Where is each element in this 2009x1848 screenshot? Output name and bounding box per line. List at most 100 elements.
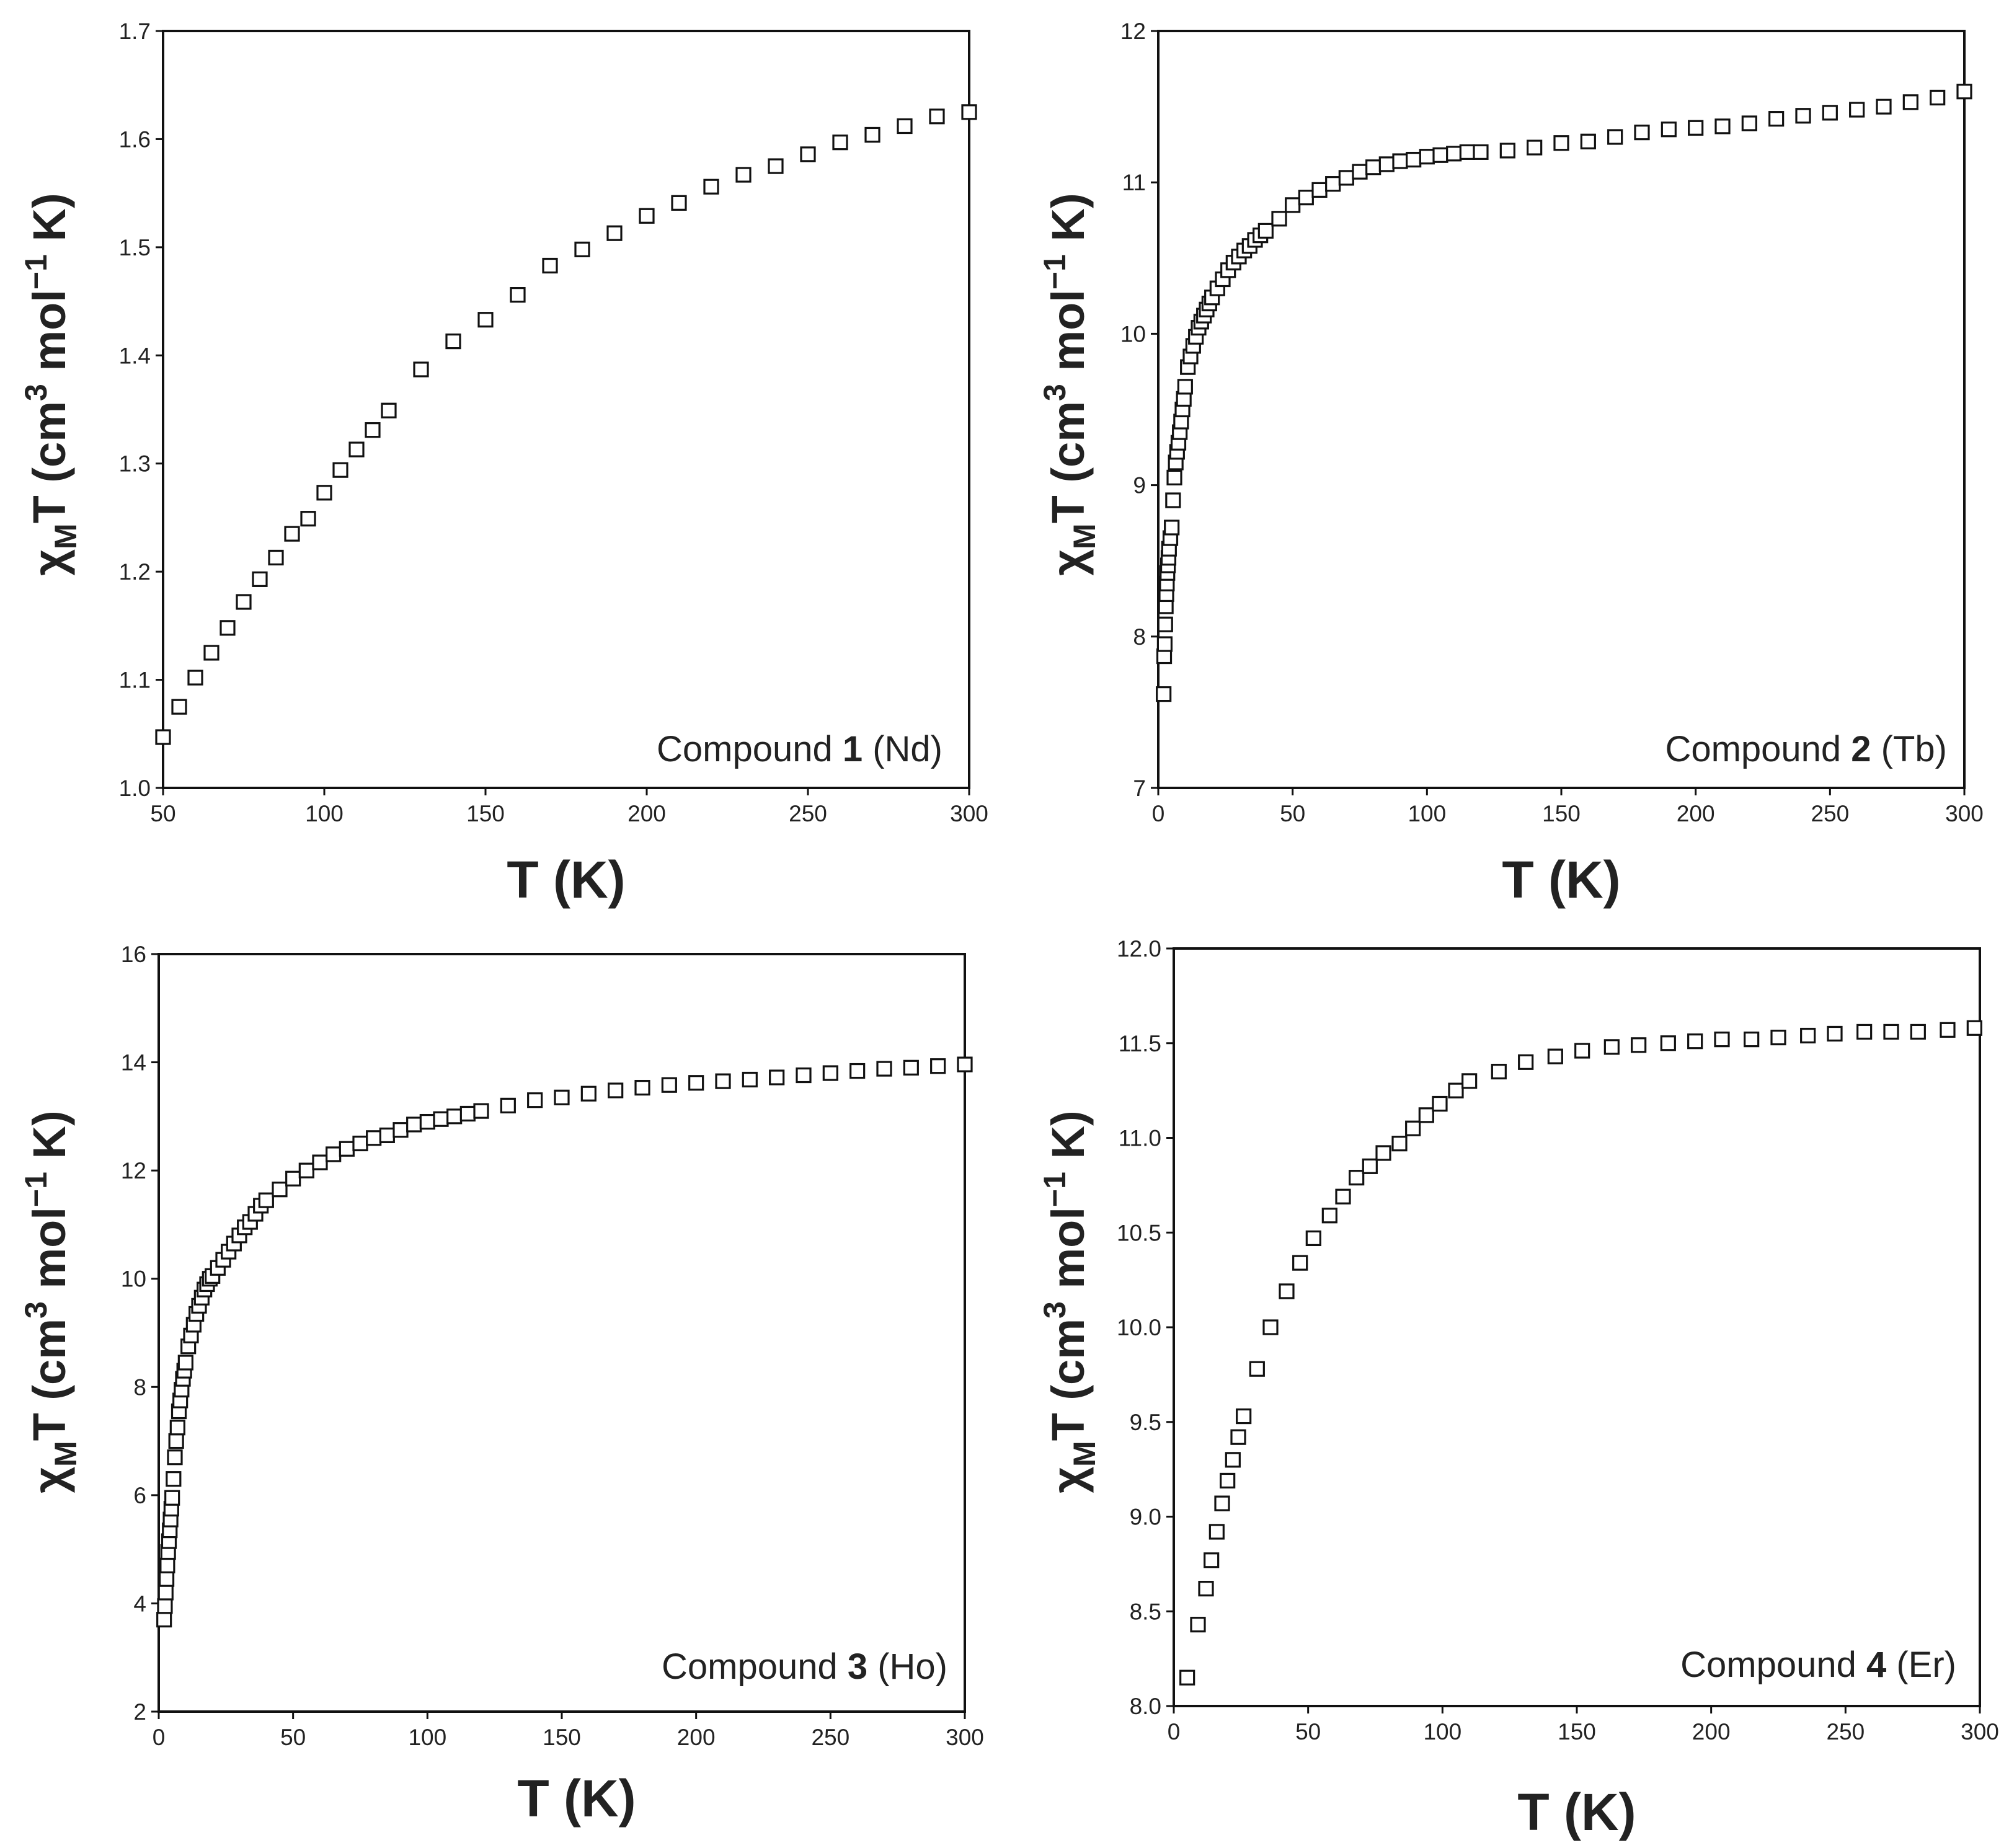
y-tick-label: 16 xyxy=(121,942,146,967)
data-point xyxy=(1271,211,1287,227)
data-point xyxy=(1349,1170,1365,1186)
data-point xyxy=(1325,176,1341,192)
data-point xyxy=(1448,1082,1464,1099)
data-point xyxy=(157,1598,173,1614)
data-point xyxy=(1714,118,1731,135)
x-tick-label: 150 xyxy=(543,1725,581,1750)
data-markers xyxy=(1179,1020,1982,1686)
x-axis-label: T (K) xyxy=(517,1769,636,1828)
data-point xyxy=(1335,1188,1351,1205)
data-point xyxy=(715,1073,731,1089)
data-point xyxy=(1378,156,1395,172)
data-point xyxy=(1518,1054,1534,1070)
data-point xyxy=(1279,1283,1295,1299)
data-point xyxy=(1365,159,1381,175)
y-tick-label: 12 xyxy=(1120,19,1146,44)
data-point xyxy=(284,526,300,542)
data-point xyxy=(703,179,719,195)
data-point xyxy=(1305,1230,1321,1247)
y-tick-label: 10.5 xyxy=(1117,1220,1161,1245)
data-point xyxy=(1688,120,1704,136)
y-tick-label: 6 xyxy=(133,1483,146,1508)
data-point xyxy=(1419,149,1435,165)
x-tick-label: 0 xyxy=(153,1725,166,1750)
x-tick-label: 0 xyxy=(1152,801,1165,826)
axis-ticks: 50 100 150 200 250 300 1.0 1.1 1.2 1.3 1.4 1.5 1.6 1.… xyxy=(119,19,988,826)
x-tick-label: 200 xyxy=(1692,1719,1731,1744)
data-point xyxy=(1225,1452,1241,1468)
y-tick-label: 4 xyxy=(133,1591,146,1616)
data-point xyxy=(300,511,316,527)
x-tick-label: 300 xyxy=(950,801,988,826)
data-point xyxy=(580,1085,596,1102)
data-point xyxy=(1856,1023,1873,1040)
data-point xyxy=(187,670,203,686)
data-point xyxy=(661,1077,677,1093)
data-point xyxy=(608,1082,624,1099)
data-point xyxy=(1849,102,1865,118)
data-point xyxy=(156,1612,172,1628)
data-point xyxy=(769,1069,785,1085)
data-point xyxy=(768,158,784,174)
data-point xyxy=(446,1108,463,1125)
data-point xyxy=(1634,125,1650,141)
svg-text:χMT (cm3 mol−1 K): χMT (cm3 mol−1 K) xyxy=(19,1110,83,1493)
data-point xyxy=(1660,1035,1676,1051)
data-point xyxy=(365,422,381,438)
x-axis-label: T (K) xyxy=(507,851,625,909)
svg-text:χMT (cm3 mol−1 K): χMT (cm3 mol−1 K) xyxy=(1037,1110,1102,1493)
data-point xyxy=(1876,99,1892,115)
data-point xyxy=(459,1105,476,1122)
data-point xyxy=(1198,1580,1214,1597)
data-point xyxy=(1800,1027,1816,1044)
data-point xyxy=(1285,197,1301,213)
data-point xyxy=(1391,1136,1408,1152)
y-axis-label: χMT (cm3 mol−1 K) xyxy=(1037,193,1102,575)
x-axis-label: T (K) xyxy=(1517,1783,1636,1841)
y-tick-label: 8 xyxy=(133,1374,146,1400)
data-point xyxy=(864,126,880,143)
data-point xyxy=(800,146,816,162)
data-point xyxy=(1157,616,1173,632)
y-tick-label: 12 xyxy=(121,1158,146,1183)
data-point xyxy=(1179,1669,1195,1686)
data-point xyxy=(1768,111,1785,127)
data-point xyxy=(1446,146,1462,162)
data-point xyxy=(167,1449,183,1466)
data-point xyxy=(1499,143,1515,159)
x-tick-label: 200 xyxy=(677,1725,716,1750)
panel-compound-4: χMT (cm3 mol−1 K) 0 50 100 150 200 250 300 8.0 8… xyxy=(1037,936,1999,1841)
data-point xyxy=(392,1122,409,1138)
plot-frame xyxy=(1173,947,1981,1707)
data-point xyxy=(1418,1107,1434,1123)
data-point xyxy=(236,594,252,610)
compound-annotation: Compound 2 (Tb) xyxy=(1665,729,1947,769)
data-point xyxy=(366,1130,382,1146)
data-point xyxy=(671,195,687,211)
data-point xyxy=(477,312,494,328)
compound-annotation: Compound 4 (Er) xyxy=(1680,1645,1956,1685)
y-tick-label: 1.4 xyxy=(119,343,151,368)
data-point xyxy=(1574,1043,1590,1059)
y-tick-label: 11 xyxy=(1122,170,1146,195)
data-point xyxy=(352,1135,368,1152)
y-tick-label: 11.0 xyxy=(1119,1126,1161,1151)
axis-ticks: 0 50 100 150 200 250 300 2 4 6 8 10 12 14 16 xyxy=(121,942,984,1750)
data-point xyxy=(1661,122,1677,138)
y-tick-label: 1.2 xyxy=(119,559,151,585)
y-tick-label: 10 xyxy=(1120,321,1146,347)
data-point xyxy=(688,1075,704,1091)
data-point xyxy=(1432,1095,1448,1112)
axis-ticks: 0 50 100 150 200 250 300 7 8 9 10 11 12 xyxy=(1120,19,1984,826)
data-point xyxy=(1156,686,1172,702)
data-point xyxy=(510,287,526,303)
data-point xyxy=(339,1141,355,1157)
data-point xyxy=(606,225,623,241)
data-point xyxy=(1459,144,1475,160)
data-point xyxy=(155,729,171,745)
svg-text:χMT (cm3 mol−1 K): χMT (cm3 mol−1 K) xyxy=(19,193,83,575)
data-point xyxy=(527,1092,543,1108)
data-point xyxy=(379,1127,395,1144)
data-point xyxy=(832,135,848,151)
data-point xyxy=(639,208,655,224)
